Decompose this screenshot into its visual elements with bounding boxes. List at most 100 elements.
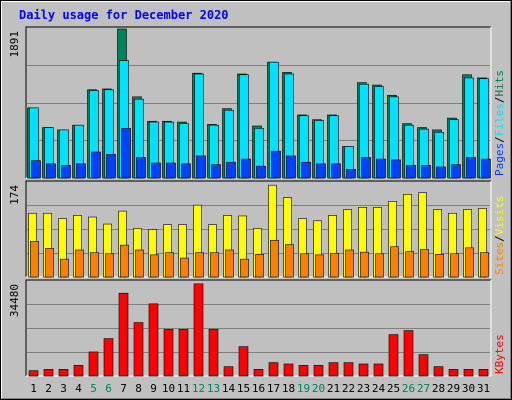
bar-pages (211, 164, 221, 179)
bar-pages (226, 161, 236, 179)
bar-sites (30, 241, 39, 278)
bar-sites (45, 248, 54, 278)
bar-pages (241, 158, 251, 179)
bar-kbytes (373, 363, 384, 377)
chart-title: Daily usage for December 2020 (19, 8, 229, 22)
y-max-label: 174 (8, 185, 21, 205)
bar-pages (271, 150, 281, 179)
bar-kbytes (118, 292, 129, 377)
legend-part: / (493, 136, 506, 143)
bar-sites (180, 257, 189, 278)
bar-pages (181, 163, 191, 179)
x-tick-label: 7 (120, 382, 127, 395)
legend-part: / (493, 235, 506, 242)
bar-kbytes (43, 369, 54, 377)
x-tick-label: 4 (75, 382, 82, 395)
bar-pages (331, 163, 341, 179)
bar-kbytes (73, 365, 84, 377)
bar-kbytes (418, 354, 429, 377)
x-tick-label: 31 (477, 382, 490, 395)
bar-pages (256, 165, 266, 179)
bar-sites (390, 246, 399, 278)
bar-pages (406, 165, 416, 179)
bar-kbytes (178, 328, 189, 377)
bar-pages (286, 155, 296, 179)
kbytes_panel: 34480 KBytes (8, 279, 506, 377)
bar-pages (451, 164, 461, 179)
bar-kbytes (448, 369, 459, 377)
bar-kbytes (283, 363, 294, 377)
bar-sites (240, 258, 249, 278)
bar-pages (121, 128, 131, 179)
x-tick-label: 16 (252, 382, 265, 395)
panel-border-dark (25, 180, 491, 277)
bar-sites (285, 244, 294, 278)
bar-pages (106, 154, 116, 179)
bar-kbytes (358, 363, 369, 377)
bar-kbytes (238, 346, 249, 377)
bar-kbytes (313, 365, 324, 377)
bar-pages (316, 163, 326, 179)
bar-pages (361, 157, 371, 179)
bar-kbytes (58, 369, 69, 377)
bar-sites (75, 249, 84, 278)
legend-part: / (493, 97, 506, 104)
x-tick-label: 30 (462, 382, 475, 395)
bar-pages (346, 169, 356, 179)
bar-sites (300, 253, 309, 278)
x-tick-label: 19 (297, 382, 310, 395)
x-tick-label: 21 (327, 382, 340, 395)
x-tick-label: 1 (30, 382, 37, 395)
x-tick-label: 8 (135, 382, 142, 395)
bar-sites (135, 249, 144, 278)
bar-pages (301, 161, 311, 179)
x-tick-label: 15 (237, 382, 250, 395)
bar-pages (46, 163, 56, 179)
bar-sites (450, 253, 459, 278)
bar-sites (405, 251, 414, 278)
bar-kbytes (208, 328, 219, 377)
x-tick-label: 20 (312, 382, 325, 395)
bar-sites (60, 258, 69, 278)
panel-border-dark (25, 26, 491, 178)
bar-sites (150, 254, 159, 278)
bar-kbytes (223, 366, 234, 377)
bar-pages (436, 166, 446, 179)
bar-sites (210, 252, 219, 278)
x-tick-label: 3 (60, 382, 67, 395)
bar-sites (105, 253, 114, 278)
bar-kbytes (148, 303, 159, 377)
bar-kbytes (463, 369, 474, 377)
bar-sites (165, 252, 174, 278)
y-max-label: 1891 (8, 31, 21, 58)
x-tick-label: 5 (90, 382, 97, 395)
x-tick-label: 28 (432, 382, 445, 395)
legend-part: KBytes (493, 334, 506, 374)
bar-sites (120, 244, 129, 278)
bar-sites (435, 254, 444, 278)
bar-kbytes (478, 369, 489, 377)
legend-part: Visits (493, 196, 506, 236)
bar-kbytes (193, 283, 204, 377)
x-tick-label: 29 (447, 382, 460, 395)
bar-sites (420, 249, 429, 278)
bar-sites (330, 252, 339, 278)
bar-kbytes (28, 370, 39, 377)
x-tick-label: 13 (207, 382, 220, 395)
bar-pages (376, 158, 386, 179)
bar-sites (270, 239, 279, 278)
bar-sites (480, 252, 489, 278)
bar-kbytes (298, 365, 309, 377)
bar-sites (315, 254, 324, 278)
bar-pages (391, 159, 401, 179)
bar-pages (151, 162, 161, 179)
x-tick-label: 9 (150, 382, 157, 395)
bar-kbytes (388, 334, 399, 377)
bar-sites (195, 252, 204, 278)
bar-pages (61, 165, 71, 179)
x-tick-label: 24 (372, 382, 386, 395)
bar-kbytes (403, 330, 414, 377)
